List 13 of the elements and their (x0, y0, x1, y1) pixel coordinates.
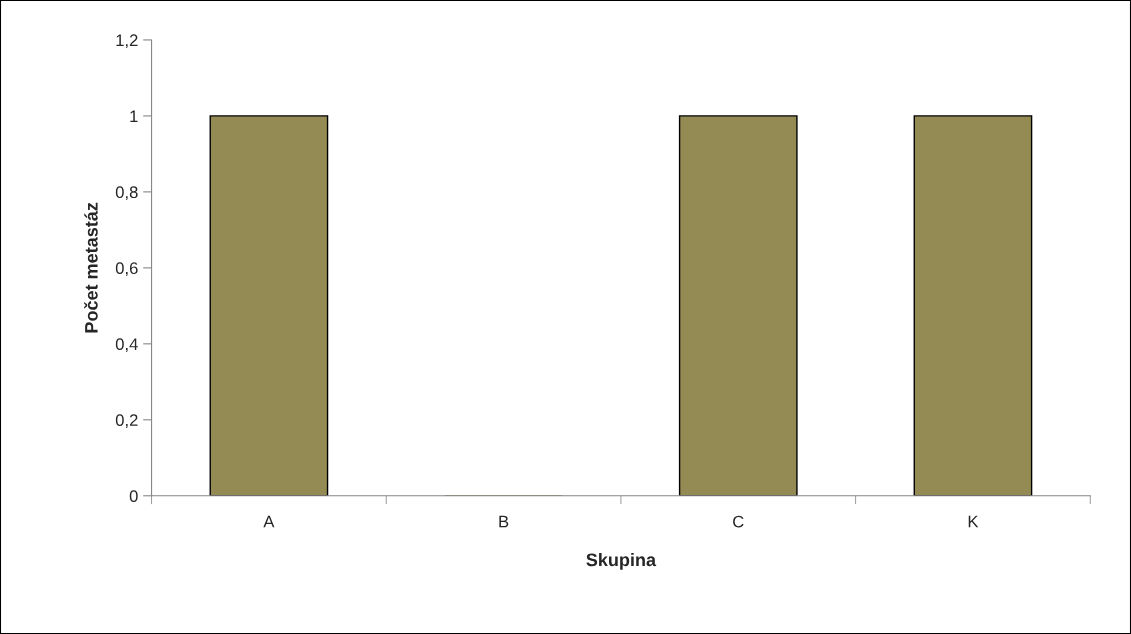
y-tick-label: 0 (129, 490, 138, 502)
y-tick-label: 0,6 (115, 262, 138, 277)
x-tick-label: K (968, 515, 979, 528)
y-tick-label: 0,2 (115, 414, 138, 428)
x-tick-label: C (733, 515, 744, 528)
x-tick-label: A (263, 515, 275, 528)
y-tick-label: 0,8 (115, 186, 138, 201)
y-tick-label: 1,2 (116, 34, 138, 49)
y-axis-title: Počet metastáz (84, 202, 98, 333)
x-tick-label: B (499, 515, 509, 528)
y-tick-label: 1 (130, 110, 138, 122)
y-tick-label: 0,4 (115, 338, 138, 353)
x-axis-title: Skupina (586, 552, 657, 570)
